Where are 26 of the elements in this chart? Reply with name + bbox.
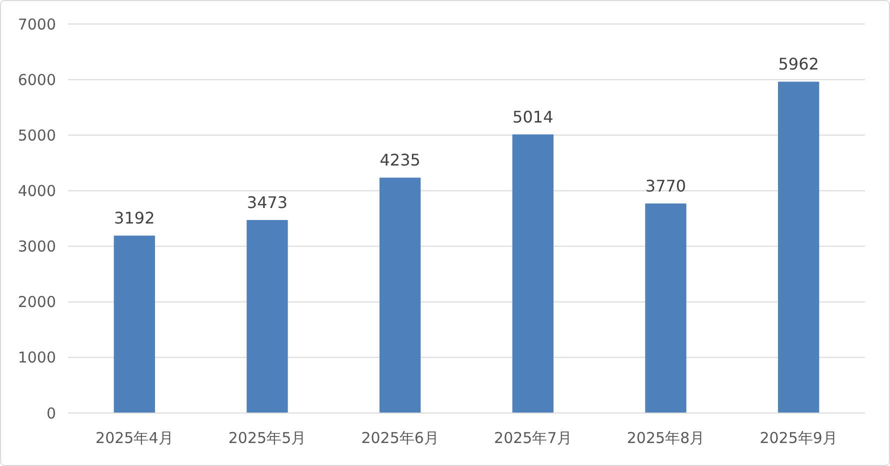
y-tick-label: 0 xyxy=(46,404,56,422)
data-label: 5962 xyxy=(778,54,819,74)
data-label: 5014 xyxy=(512,107,554,126)
x-tick-label: 2025年6月 xyxy=(361,429,439,447)
y-tick-label: 7000 xyxy=(18,15,56,34)
data-label: 3473 xyxy=(246,193,288,212)
bar xyxy=(645,203,686,413)
x-tick-label: 2025年8月 xyxy=(626,429,705,447)
bar xyxy=(379,178,421,413)
y-tick-label: 4000 xyxy=(18,182,56,200)
y-tick-label: 6000 xyxy=(18,70,56,89)
x-tick-label: 2025年9月 xyxy=(760,429,838,447)
y-tick-label: 1000 xyxy=(18,348,56,367)
data-label: 4235 xyxy=(380,150,420,170)
bar xyxy=(246,220,288,413)
x-tick-label: 2025年5月 xyxy=(228,429,306,447)
y-tick-label: 3000 xyxy=(18,238,56,256)
bar xyxy=(114,236,156,413)
bar xyxy=(512,134,554,413)
x-tick-label: 2025年7月 xyxy=(494,429,572,447)
x-tick-label: 2025年4月 xyxy=(96,429,174,447)
bar xyxy=(778,82,820,413)
data-label: 3192 xyxy=(114,208,155,228)
y-tick-label: 2000 xyxy=(18,293,56,312)
data-label: 3770 xyxy=(645,176,686,196)
y-tick-label: 5000 xyxy=(18,126,56,144)
